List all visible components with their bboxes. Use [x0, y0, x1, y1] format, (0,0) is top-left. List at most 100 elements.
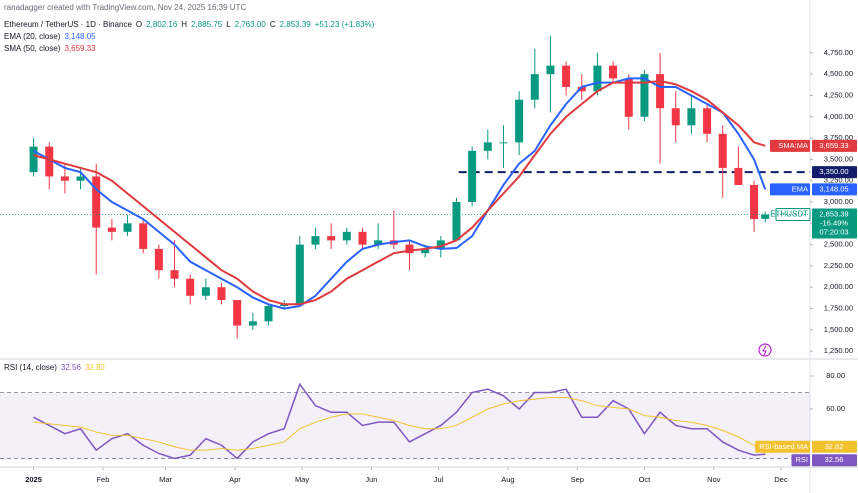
candle-body	[139, 223, 148, 249]
price-tag	[812, 183, 857, 196]
candle-body	[123, 223, 132, 232]
x-tick-label: Nov	[707, 475, 721, 484]
y-tick-label: 3,500.00	[824, 154, 853, 163]
legend-change: +51.23 (+1.83%)	[315, 20, 375, 29]
candle-body	[264, 306, 273, 322]
candle-body	[750, 184, 759, 220]
rsi-tag-name-box	[755, 440, 810, 453]
candle-body	[201, 287, 210, 296]
rsi-line	[33, 382, 766, 460]
y-tick-label: 4,500.00	[824, 69, 853, 78]
overlay-legend-value: 3,148.05	[64, 32, 96, 41]
y-tick-label: 4,750.00	[824, 48, 853, 57]
alert-icon	[758, 343, 772, 357]
candle-body	[311, 236, 320, 245]
last-change: -16.49%	[820, 218, 848, 227]
legend-title: Ethereum / TetherUS · 1D · Binance	[4, 20, 132, 29]
x-tick-label: Aug	[501, 475, 514, 484]
legend-value: 2,802.16	[146, 20, 178, 29]
candle-body	[609, 65, 618, 79]
candle-body	[468, 150, 477, 203]
candle-body	[546, 65, 555, 75]
y-tick-label: 1,500.00	[824, 325, 853, 334]
candle-body	[342, 231, 351, 241]
candle-body	[358, 231, 367, 245]
candle-body	[593, 65, 602, 92]
candle-body	[405, 244, 414, 254]
candle-body	[671, 108, 680, 126]
candle-body	[640, 74, 649, 117]
x-tick-label: Oct	[639, 475, 652, 484]
price-tag-value: 3,350.00	[819, 167, 848, 176]
candle-body	[217, 287, 226, 301]
y-tick-label: 2,500.00	[824, 240, 853, 249]
candle-body	[483, 142, 492, 151]
candle-body	[186, 278, 195, 296]
candle-body	[436, 240, 445, 249]
x-tick-label: Jun	[365, 475, 377, 484]
legend-key: L	[226, 20, 231, 29]
price-tag-name: EMA	[792, 184, 808, 193]
overlay-legend: SMA (50, close)	[4, 44, 61, 53]
rsi-tag-value: 32.56	[825, 455, 844, 464]
candle-body	[233, 300, 242, 326]
y-tick-label: 3,250.00	[824, 176, 853, 185]
price-tag-name-box	[770, 139, 810, 152]
overlay-legend: EMA (20, close)	[4, 32, 61, 41]
price-tag	[812, 166, 857, 179]
legend-key: O	[136, 20, 142, 29]
legend-value: 2,763.00	[235, 20, 267, 29]
rsi-line	[33, 396, 766, 455]
x-tick-label: Mar	[159, 475, 172, 484]
candle-body	[92, 176, 101, 228]
y-tick-label: 1,250.00	[824, 346, 853, 355]
rsi-tag	[812, 440, 857, 453]
last-price-tag	[812, 208, 857, 239]
candle-body	[577, 86, 586, 92]
candle-body	[374, 240, 383, 245]
y-tick-label: 3,000.00	[824, 197, 853, 206]
candle-body	[718, 133, 727, 168]
overlay-legend-value: 3,659.33	[64, 44, 96, 53]
candle-body	[562, 65, 571, 87]
y-tick-label: 1,750.00	[824, 304, 853, 313]
candle-body	[248, 321, 257, 326]
rsi-legend: RSI (14, close)	[4, 363, 57, 372]
overlay-line	[33, 77, 767, 310]
candle-body	[295, 244, 304, 305]
candle-body	[530, 74, 539, 100]
x-tick-label: Feb	[96, 475, 109, 484]
rsi-legend-value: 32.82	[85, 363, 106, 372]
rsi-tick-label: 80.00	[826, 371, 845, 380]
candle-body	[421, 248, 430, 254]
candle-body	[29, 146, 38, 173]
candle-body	[761, 214, 770, 219]
candle-body	[624, 78, 633, 117]
legend-key: H	[181, 20, 187, 29]
x-tick-label: 2025	[25, 475, 42, 484]
last-price: 2,853.39	[819, 209, 848, 218]
candle-body	[45, 146, 54, 177]
candle-body	[734, 167, 743, 185]
legend-value: 2,853.39	[280, 20, 312, 29]
price-tag-name: SMA:MA	[778, 141, 808, 150]
overlay-line	[33, 79, 766, 306]
y-tick-label: 4,250.00	[824, 90, 853, 99]
x-tick-label: Jul	[434, 475, 444, 484]
candle-body	[499, 142, 508, 144]
candle-body	[60, 176, 69, 181]
price-tag	[812, 139, 857, 152]
legend-value: 2,885.75	[191, 20, 223, 29]
candle-body	[687, 108, 696, 126]
price-tag-value: 3,148.05	[819, 184, 848, 193]
candle-body	[107, 227, 116, 232]
x-tick-label: Apr	[229, 475, 241, 484]
rsi-tag-name: RSI-based MA	[759, 442, 808, 451]
rsi-band	[0, 392, 810, 459]
credit: ranadagger created with TradingView.com,…	[4, 3, 246, 12]
rsi-legend-value: 32.56	[61, 363, 82, 372]
alert-icon-bolt	[762, 345, 767, 356]
legend-key: C	[270, 20, 276, 29]
candle-body	[327, 236, 336, 241]
candle-body	[515, 99, 524, 143]
